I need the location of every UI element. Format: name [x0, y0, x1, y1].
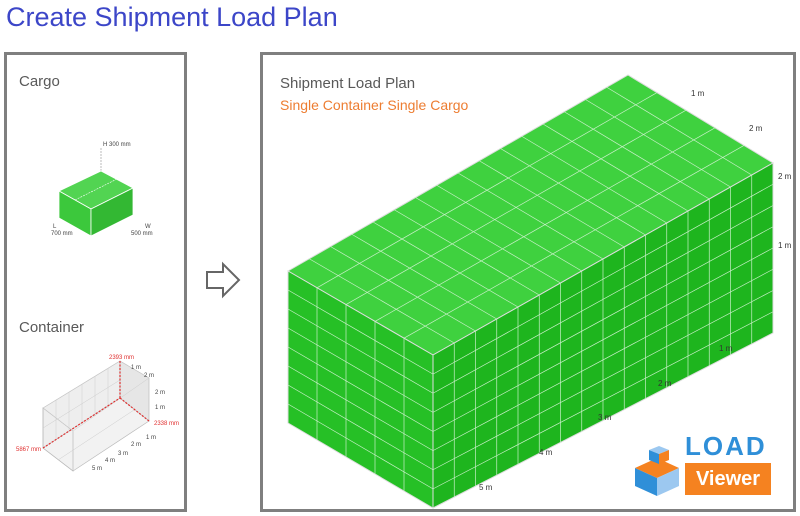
cargo-edge-line	[606, 86, 752, 176]
cargo-edge-line	[403, 145, 745, 339]
cargo-edge-line	[287, 327, 434, 413]
cargo-edge-line	[309, 258, 455, 344]
arrow-right-outline-icon	[206, 261, 241, 299]
cargo-edge-line	[521, 135, 667, 224]
cargo-edge-line	[287, 289, 434, 375]
cargo-edge-line	[372, 221, 519, 308]
cargo-edge-line	[542, 123, 689, 212]
load-plan-3d-view: 1 m 2 m 2 m 1 m 1 m 2 m 3 m 4 m 5 m	[287, 74, 792, 509]
cargo-edge-line	[432, 183, 774, 375]
cargo-edge-line	[287, 365, 434, 451]
cargo-width-value: 500 mm	[131, 231, 153, 237]
cargo-edge-line	[479, 160, 625, 248]
cargo-edge-line	[585, 99, 731, 188]
cargo-edge-line	[351, 233, 497, 320]
tick-label: 5 m	[92, 466, 102, 472]
tick-label: 1 m	[719, 344, 733, 353]
logo-word-load: LOAD	[685, 431, 767, 461]
tick-label: 2 m	[144, 373, 154, 379]
cargo-edge-line	[432, 247, 774, 432]
cargo-edge-line	[500, 148, 646, 236]
plan-heading: Shipment Load Plan	[280, 75, 416, 92]
container-wireframe: 2393 mm 2338 mm 5867 mm 1 m 2 m 2 m 1 m …	[16, 355, 179, 472]
cargo-height-label: H 300 mm	[103, 142, 131, 148]
cargo-length-value: 700 mm	[51, 231, 73, 237]
load-plan-panel: Shipment Load Plan Single Container Sing…	[260, 52, 796, 512]
tick-label: 1 m	[146, 435, 156, 441]
cargo-edge-line	[287, 308, 434, 394]
cargo-edge-line	[432, 311, 774, 490]
tick-label: 3 m	[118, 451, 128, 457]
cargo-edge-line	[287, 346, 434, 432]
cargo-box: H 300 mm L 700 mm W 500 mm	[51, 142, 153, 237]
cargo-edge-line	[432, 290, 774, 471]
container-heading: Container	[19, 319, 85, 336]
cargo-edge-line	[287, 384, 434, 471]
tick-label: 2 m	[749, 124, 763, 133]
cargo-edge-line	[457, 172, 604, 260]
cargo-edge-line	[432, 205, 774, 394]
cargo-edge-line	[432, 226, 774, 413]
cargo-edge-line	[564, 111, 710, 200]
container-length-label: 5867 mm	[16, 447, 41, 453]
container-height-label: 2393 mm	[109, 355, 134, 361]
cargo-edge-line	[394, 209, 540, 296]
tick-label: 1 m	[131, 365, 141, 371]
cargo-length-letter: L	[53, 224, 57, 230]
tick-label: 4 m	[105, 458, 115, 464]
tick-label: 3 m	[598, 413, 612, 422]
tick-label: 1 m	[778, 241, 792, 250]
tick-label: 2 m	[778, 172, 792, 181]
plan-subtitle: Single Container Single Cargo	[280, 97, 469, 113]
cargo-edge-line	[330, 246, 476, 332]
page-title: Create Shipment Load Plan	[6, 2, 338, 32]
cargo-edge-line	[432, 268, 774, 451]
cargo-edge-line	[287, 403, 434, 490]
logo-word-viewer: Viewer	[685, 463, 771, 495]
tick-label: 2 m	[131, 442, 141, 448]
tick-label: 5 m	[479, 483, 493, 492]
tick-label: 1 m	[155, 405, 165, 411]
cargo-heading: Cargo	[19, 73, 60, 90]
cargo-width-letter: W	[145, 224, 151, 230]
tick-label: 2 m	[155, 390, 165, 396]
tick-label: 1 m	[691, 89, 705, 98]
cargo-and-container-illustration: H 300 mm L 700 mm W 500 mm 2393 mm 2338	[16, 142, 179, 472]
cargo-edge-line	[415, 197, 561, 284]
cargo-edge-line	[374, 127, 716, 322]
cargo-edge-line	[345, 109, 687, 305]
cargo-edge-line	[316, 92, 658, 289]
container-width-label: 2338 mm	[154, 421, 179, 427]
logo-boxes-icon	[635, 446, 679, 496]
tick-label: 4 m	[539, 448, 553, 457]
input-panel: Cargo Container H 300 mm L 700 mm W 500 …	[4, 52, 187, 512]
tick-label: 2 m	[658, 379, 672, 388]
load-viewer-logo: LOAD Viewer	[631, 431, 781, 503]
cargo-edge-line	[436, 184, 582, 272]
